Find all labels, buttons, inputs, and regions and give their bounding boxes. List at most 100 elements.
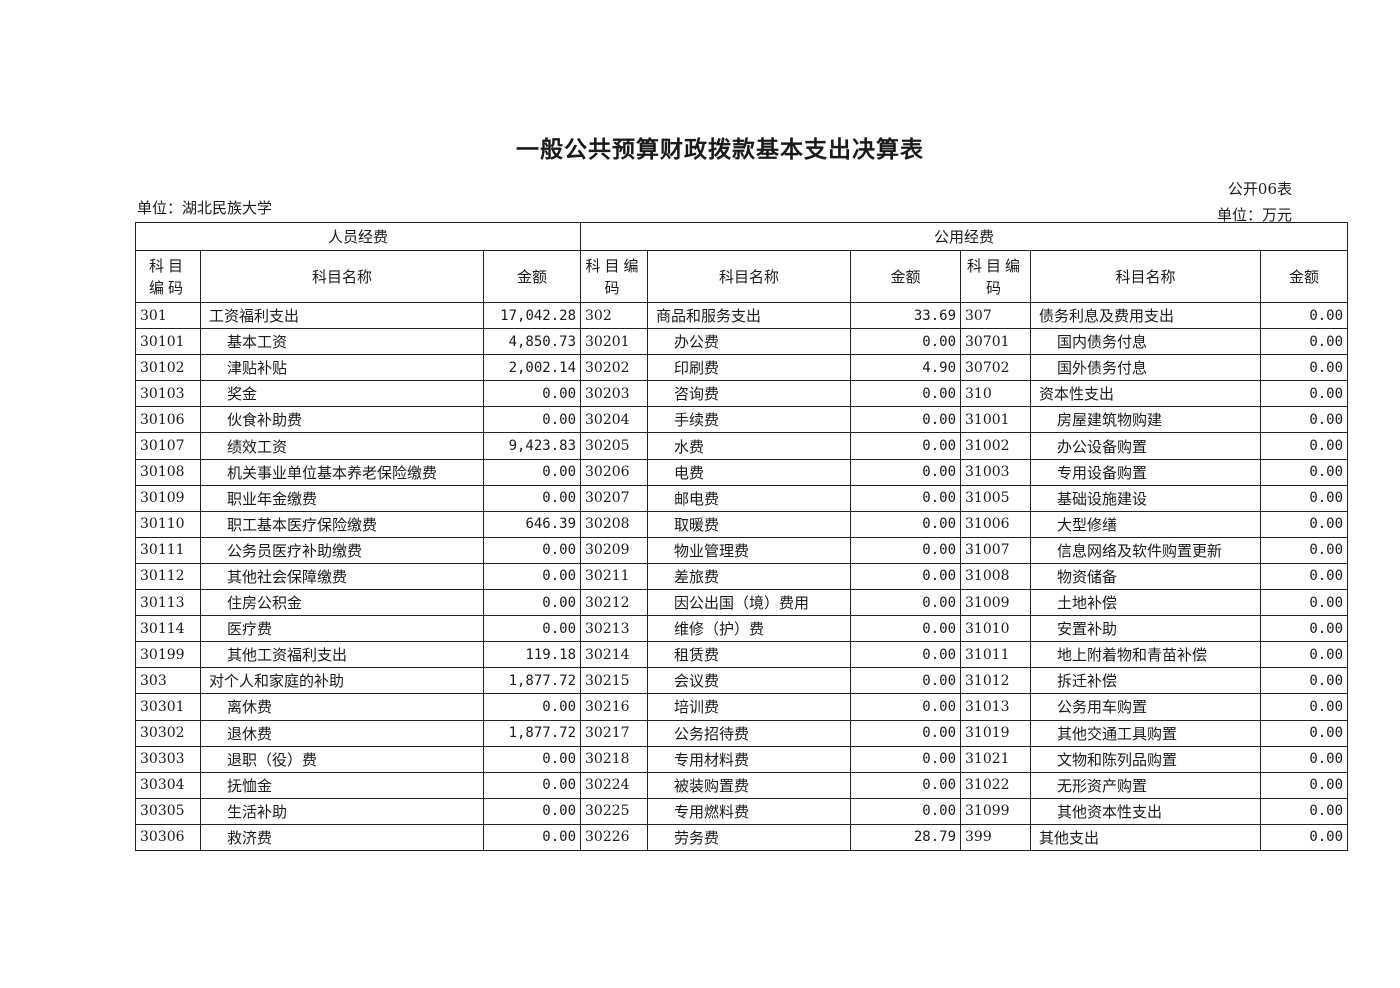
column-header-code: 科目编码 bbox=[580, 250, 649, 303]
subject-name: 伙食补助费 bbox=[200, 406, 484, 434]
amount: 0.00 bbox=[482, 562, 582, 591]
subject-name: 手续费 bbox=[647, 406, 852, 434]
subject-name: 办公费 bbox=[647, 328, 852, 356]
column-header-code: 科目编码 bbox=[960, 250, 1032, 303]
subject-code: 30203 bbox=[580, 380, 649, 408]
subject-code: 30101 bbox=[135, 328, 201, 356]
subject-name: 离休费 bbox=[200, 693, 484, 721]
table-row: 30110 职工基本医疗保险缴费 646.39 30208 取暖费 0.00 31006 大型… bbox=[135, 510, 1349, 538]
table-row: 30106 伙食补助费 0.00 30204 手续费 0.00 31001 房屋建筑物购建 0.… bbox=[135, 406, 1349, 434]
subject-name: 国内债务付息 bbox=[1030, 328, 1262, 356]
table-row: 30301 离休费 0.00 30216 培训费 0.00 31013 公务用车购置 0.00 bbox=[135, 693, 1349, 721]
subject-code: 30216 bbox=[580, 693, 649, 721]
subject-name: 文物和陈列品购置 bbox=[1030, 745, 1262, 773]
amount: 0.00 bbox=[1260, 693, 1349, 721]
amount: 0.00 bbox=[850, 406, 962, 434]
subject-name: 绩效工资 bbox=[200, 432, 484, 460]
subject-name: 其他交通工具购置 bbox=[1030, 719, 1262, 747]
subject-name: 其他支出 bbox=[1030, 823, 1262, 851]
subject-name: 办公设备购置 bbox=[1030, 432, 1262, 460]
subject-code: 31008 bbox=[960, 562, 1032, 591]
subject-code: 31013 bbox=[960, 693, 1032, 721]
subject-code: 30209 bbox=[580, 536, 649, 564]
currency-unit: 单位：万元 bbox=[1216, 206, 1292, 224]
subject-code: 30302 bbox=[135, 719, 201, 747]
subject-name: 职工基本医疗保险缴费 bbox=[200, 510, 484, 538]
column-header-amount: 金额 bbox=[1260, 250, 1349, 303]
subject-name: 其他工资福利支出 bbox=[200, 641, 484, 669]
subject-code: 31005 bbox=[960, 484, 1032, 512]
page-title: 一般公共预算财政拨款基本支出决算表 bbox=[516, 136, 924, 163]
subject-code: 30306 bbox=[135, 823, 201, 851]
subject-code: 30199 bbox=[135, 641, 201, 669]
subject-code: 31003 bbox=[960, 458, 1032, 486]
amount: 33.69 bbox=[850, 301, 962, 330]
subject-code: 31022 bbox=[960, 771, 1032, 799]
subject-name: 机关事业单位基本养老保险缴费 bbox=[200, 458, 484, 486]
subject-name: 退职（役）费 bbox=[200, 745, 484, 773]
subject-name: 债务利息及费用支出 bbox=[1030, 301, 1262, 330]
amount: 0.00 bbox=[1260, 589, 1349, 617]
column-header-code: 科目编码 bbox=[135, 250, 201, 303]
subject-name: 会议费 bbox=[647, 667, 852, 695]
subject-name: 生活补助 bbox=[200, 797, 484, 825]
table-row: 30103 奖金 0.00 30203 咨询费 0.00 310 资本性支出 0.00 bbox=[135, 380, 1349, 408]
amount: 0.00 bbox=[1260, 484, 1349, 512]
subject-code: 30106 bbox=[135, 406, 201, 434]
subject-name: 电费 bbox=[647, 458, 852, 486]
subject-name: 信息网络及软件购置更新 bbox=[1030, 536, 1262, 564]
amount: 0.00 bbox=[850, 432, 962, 460]
subject-code: 30218 bbox=[580, 745, 649, 773]
table-row: 30113 住房公积金 0.00 30212 因公出国（境）费用 0.00 31009 土地补… bbox=[135, 589, 1349, 617]
subject-code: 30107 bbox=[135, 432, 201, 460]
column-header-name: 科目名称 bbox=[647, 250, 852, 303]
amount: 0.00 bbox=[850, 328, 962, 356]
subject-name: 大型修缮 bbox=[1030, 510, 1262, 538]
subject-code: 30204 bbox=[580, 406, 649, 434]
subject-code: 30215 bbox=[580, 667, 649, 695]
subject-code: 30211 bbox=[580, 562, 649, 591]
amount: 0.00 bbox=[1260, 536, 1349, 564]
amount: 0.00 bbox=[1260, 380, 1349, 408]
subject-name: 基本工资 bbox=[200, 328, 484, 356]
amount: 0.00 bbox=[482, 484, 582, 512]
amount: 0.00 bbox=[482, 380, 582, 408]
subject-code: 30110 bbox=[135, 510, 201, 538]
amount: 0.00 bbox=[850, 510, 962, 538]
table-row: 30109 职业年金缴费 0.00 30207 邮电费 0.00 31005 基础设施建设 0.… bbox=[135, 484, 1349, 512]
subject-code: 307 bbox=[960, 301, 1032, 330]
subject-code: 30225 bbox=[580, 797, 649, 825]
amount: 119.18 bbox=[482, 641, 582, 669]
column-header-amount: 金额 bbox=[482, 250, 582, 303]
form-number: 公开06表 bbox=[1227, 180, 1292, 198]
subject-code: 302 bbox=[580, 301, 649, 330]
subject-code: 30102 bbox=[135, 354, 201, 382]
subject-code: 30214 bbox=[580, 641, 649, 669]
subject-name: 其他资本性支出 bbox=[1030, 797, 1262, 825]
subject-code: 30112 bbox=[135, 562, 201, 591]
subject-name: 水费 bbox=[647, 432, 852, 460]
table-row: 30114 医疗费 0.00 30213 维修（护）费 0.00 31010 安置补助 0.00 bbox=[135, 615, 1349, 643]
amount: 0.00 bbox=[850, 641, 962, 669]
amount: 0.00 bbox=[1260, 667, 1349, 695]
amount: 0.00 bbox=[482, 589, 582, 617]
amount: 28.79 bbox=[850, 823, 962, 851]
subject-code: 31007 bbox=[960, 536, 1032, 564]
amount: 0.00 bbox=[850, 745, 962, 773]
subject-code: 399 bbox=[960, 823, 1032, 851]
subject-code: 30304 bbox=[135, 771, 201, 799]
subject-code: 30205 bbox=[580, 432, 649, 460]
subject-code: 30702 bbox=[960, 354, 1032, 382]
subject-name: 租赁费 bbox=[647, 641, 852, 669]
subject-code: 30701 bbox=[960, 328, 1032, 356]
amount: 9,423.83 bbox=[482, 432, 582, 460]
subject-code: 30113 bbox=[135, 589, 201, 617]
subject-code: 310 bbox=[960, 380, 1032, 408]
subject-code: 31012 bbox=[960, 667, 1032, 695]
amount: 0.00 bbox=[850, 797, 962, 825]
subject-name: 住房公积金 bbox=[200, 589, 484, 617]
table-row: 30107 绩效工资 9,423.83 30205 水费 0.00 31002 办公设备购置 0… bbox=[135, 432, 1349, 460]
amount: 4.90 bbox=[850, 354, 962, 382]
table-row: 30112 其他社会保障缴费 0.00 30211 差旅费 0.00 31008 物资储备 0.… bbox=[135, 562, 1349, 591]
subject-name: 公务员医疗补助缴费 bbox=[200, 536, 484, 564]
